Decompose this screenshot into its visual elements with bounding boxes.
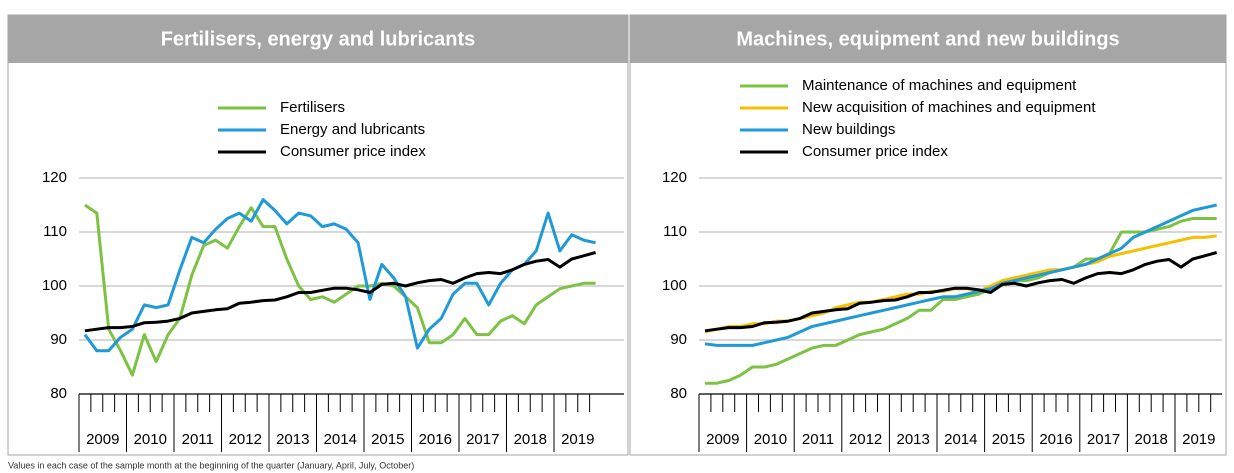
x-tick-label: 2016 <box>1039 431 1072 448</box>
x-tick-label: 2014 <box>944 431 977 448</box>
x-tick-label: 2011 <box>182 431 214 448</box>
panel-title: Machines, equipment and new buildings <box>736 28 1119 50</box>
x-tick-label: 2013 <box>276 431 309 448</box>
series-line <box>704 234 1217 334</box>
x-tick-label: 2018 <box>1135 431 1168 448</box>
legend-label: Consumer price index <box>802 143 948 160</box>
y-tick-label: 120 <box>42 169 67 186</box>
x-tick-label: 2010 <box>754 431 787 448</box>
x-tick-label: 2014 <box>324 431 357 448</box>
x-tick-label: 2016 <box>419 431 452 448</box>
panel-title: Fertilisers, energy and lubricants <box>161 28 476 50</box>
legend-label: Fertilisers <box>280 99 345 116</box>
y-tick-label: 110 <box>43 223 67 240</box>
y-tick-label: 100 <box>662 277 687 294</box>
y-tick-label: 90 <box>670 331 687 348</box>
y-tick-label: 80 <box>670 385 687 402</box>
series-line <box>84 251 597 333</box>
x-tick-label: 2019 <box>561 431 594 448</box>
x-tick-label: 2012 <box>229 431 262 448</box>
y-tick-label: 100 <box>42 277 67 294</box>
series-line <box>705 217 1217 385</box>
x-tick-label: 2017 <box>1087 431 1120 448</box>
panel-border <box>7 14 629 456</box>
legend-label: Energy and lubricants <box>280 121 425 138</box>
x-tick-label: 2012 <box>849 431 882 448</box>
panel-header <box>8 15 628 63</box>
y-tick-label: 90 <box>50 331 67 348</box>
legend-label: New acquisition of machines and equipmen… <box>802 99 1096 116</box>
x-tick-label: 2018 <box>514 431 547 448</box>
x-tick-label: 2019 <box>1182 431 1215 448</box>
x-tick-label: 2013 <box>897 431 930 448</box>
series-line <box>704 203 1218 347</box>
y-tick-label: 120 <box>662 169 687 186</box>
x-tick-label: 2009 <box>706 431 739 448</box>
panel-header <box>630 15 1226 63</box>
x-tick-label: 2015 <box>992 431 1025 448</box>
y-tick-label: 110 <box>663 223 687 240</box>
x-tick-label: 2011 <box>802 431 834 448</box>
series-line <box>84 203 596 377</box>
x-tick-label: 2009 <box>86 431 119 448</box>
legend-label: Consumer price index <box>280 143 426 160</box>
legend-label: Maintenance of machines and equipment <box>802 77 1077 94</box>
footnote: Values in each case of the sample month … <box>8 460 414 470</box>
series-line <box>704 251 1218 333</box>
x-tick-label: 2017 <box>466 431 499 448</box>
x-tick-label: 2010 <box>134 431 167 448</box>
y-tick-label: 80 <box>50 385 67 402</box>
series-line <box>83 198 596 353</box>
legend-label: New buildings <box>802 121 895 138</box>
x-tick-label: 2015 <box>371 431 404 448</box>
